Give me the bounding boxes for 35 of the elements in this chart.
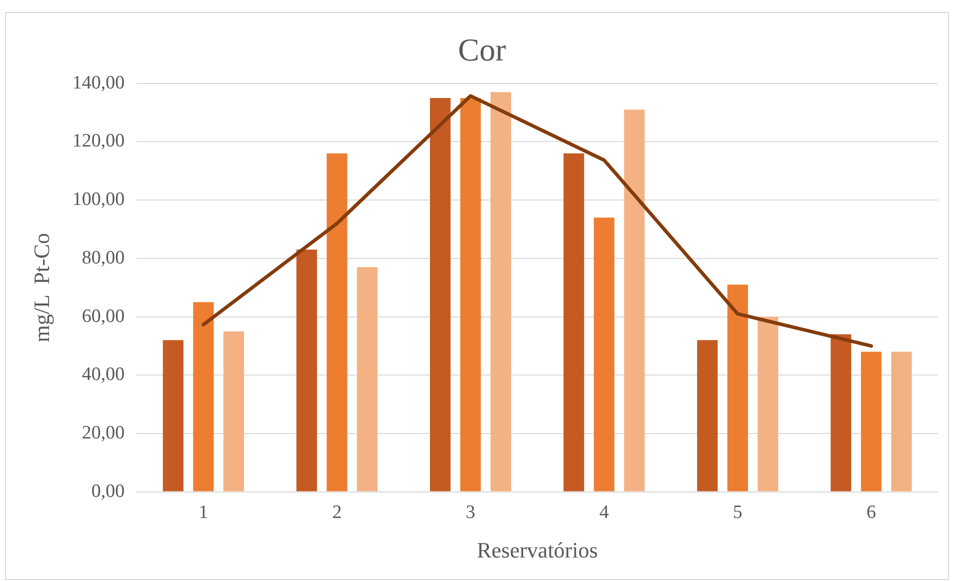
bar (624, 110, 645, 492)
y-tick-label: 100,00 (72, 189, 125, 210)
bar (193, 302, 214, 492)
bar (830, 334, 852, 492)
x-tick-label: 3 (466, 502, 476, 524)
y-tick-label: 80,00 (82, 247, 125, 268)
x-tick-label: 6 (866, 502, 876, 524)
bar (564, 153, 584, 492)
y-tick-label: 0,00 (91, 480, 125, 502)
bar (594, 218, 614, 492)
bar (891, 352, 912, 492)
y-tick-label: 120,00 (72, 130, 125, 152)
bar (758, 316, 778, 492)
bar (356, 267, 378, 492)
bar (430, 98, 451, 492)
bar (162, 340, 184, 492)
bar (490, 92, 512, 492)
bar (727, 284, 748, 492)
y-tick-label: 20,00 (82, 422, 125, 444)
x-tick-label: 4 (599, 502, 610, 524)
bar (223, 331, 244, 492)
bar (860, 352, 882, 492)
x-axis-title: Reservatórios (476, 538, 598, 563)
y-axis-title: mg/L Pt-Co (28, 233, 54, 342)
bar (326, 153, 348, 492)
y-tick-label: 40,00 (82, 364, 125, 386)
x-tick-label: 5 (732, 502, 742, 524)
y-tick-label: 140,00 (72, 72, 125, 94)
chart-title: Cor (458, 32, 506, 68)
x-tick-label: 1 (198, 502, 208, 524)
bar (296, 250, 318, 492)
y-tick-label: 60,00 (82, 306, 125, 327)
bar (697, 340, 718, 492)
x-tick-label: 2 (332, 502, 342, 524)
bar (460, 98, 481, 492)
